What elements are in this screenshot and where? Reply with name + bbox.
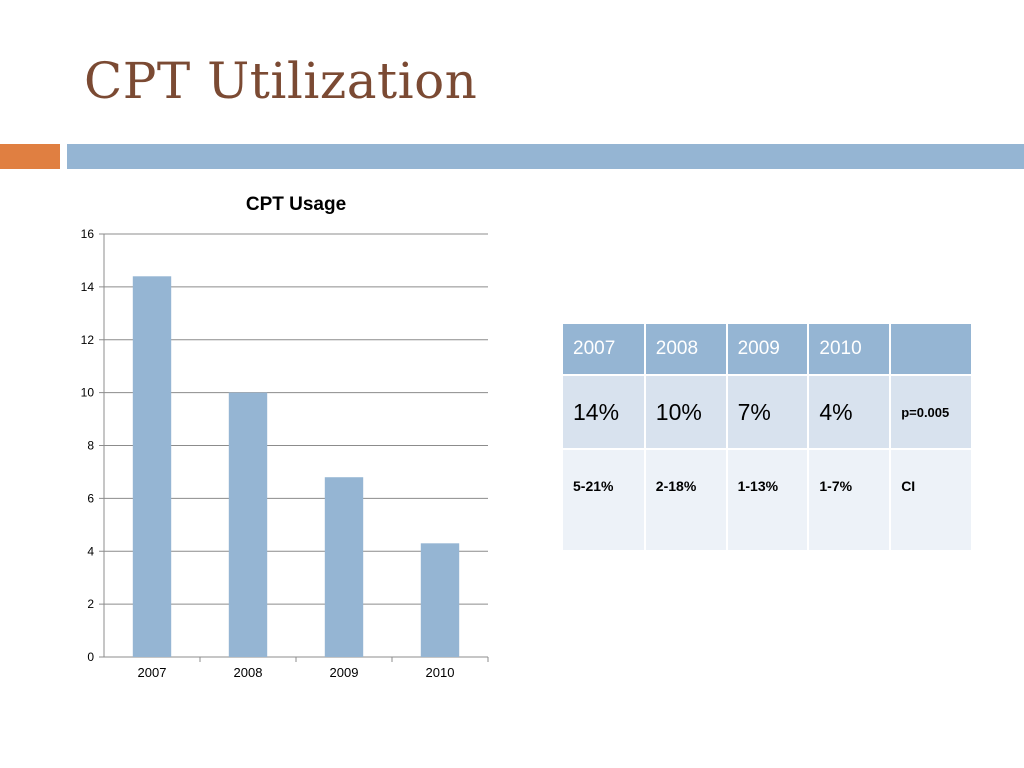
stats-table: 2007 2008 2009 2010 14% 10% 7% 4% p=0.00… <box>563 324 973 552</box>
y-tick-label: 4 <box>87 544 94 558</box>
table-cell: 2-18% <box>644 449 728 552</box>
x-tick-label: 2010 <box>426 665 455 680</box>
y-tick-label: 12 <box>81 333 95 347</box>
y-tick-label: 16 <box>81 227 95 241</box>
y-tick-label: 2 <box>87 597 94 611</box>
table-header-cell: 2007 <box>563 324 646 376</box>
y-tick-label: 10 <box>81 386 95 400</box>
x-tick-label: 2007 <box>138 665 167 680</box>
bar-2009 <box>324 477 364 657</box>
x-tick-label: 2008 <box>234 665 263 680</box>
slide-title: CPT Utilization <box>84 52 478 110</box>
y-tick-label: 14 <box>81 280 95 294</box>
table-cell-p-value: p=0.005 <box>890 375 973 450</box>
table-header-cell <box>890 324 973 376</box>
table-cell-ci-label: CI <box>890 449 973 552</box>
table-header-row: 2007 2008 2009 2010 <box>563 324 973 376</box>
table-row-percentages: 14% 10% 7% 4% p=0.005 <box>563 375 973 450</box>
table-cell: 10% <box>644 375 728 450</box>
accent-bar-blue <box>67 144 1024 169</box>
table-cell: 4% <box>808 375 892 450</box>
accent-bar-orange <box>0 144 60 169</box>
y-tick-label: 0 <box>87 650 94 664</box>
bar-2007 <box>132 276 172 657</box>
y-tick-label: 8 <box>87 439 94 453</box>
table-header-cell: 2010 <box>808 324 892 376</box>
table-header-cell: 2008 <box>644 324 728 376</box>
table-row-confidence-interval: 5-21% 2-18% 1-13% 1-7% CI <box>563 449 973 552</box>
chart-title: CPT Usage <box>246 194 346 215</box>
bar-2008 <box>228 392 268 657</box>
bar-chart: CPT Usage 0 2 4 6 8 10 12 14 16 2007 2008 2009 2010 <box>81 194 489 680</box>
table-cell: 1-13% <box>726 449 810 552</box>
table-cell: 1-7% <box>808 449 892 552</box>
table-header-cell: 2009 <box>726 324 810 376</box>
table-cell: 14% <box>563 375 646 450</box>
x-tick-label: 2009 <box>330 665 359 680</box>
bar-2010 <box>420 543 460 657</box>
table-cell: 5-21% <box>563 449 646 552</box>
y-tick-label: 6 <box>87 491 94 505</box>
table-cell: 7% <box>726 375 810 450</box>
